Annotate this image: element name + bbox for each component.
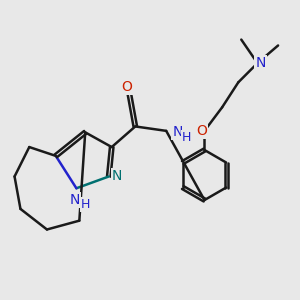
Text: N: N bbox=[70, 193, 80, 207]
Text: N: N bbox=[255, 56, 266, 70]
Text: N: N bbox=[172, 125, 183, 139]
Text: H: H bbox=[182, 131, 191, 144]
Text: H: H bbox=[80, 198, 90, 211]
Text: O: O bbox=[121, 80, 132, 94]
Text: N: N bbox=[112, 169, 122, 184]
Text: O: O bbox=[196, 124, 207, 138]
